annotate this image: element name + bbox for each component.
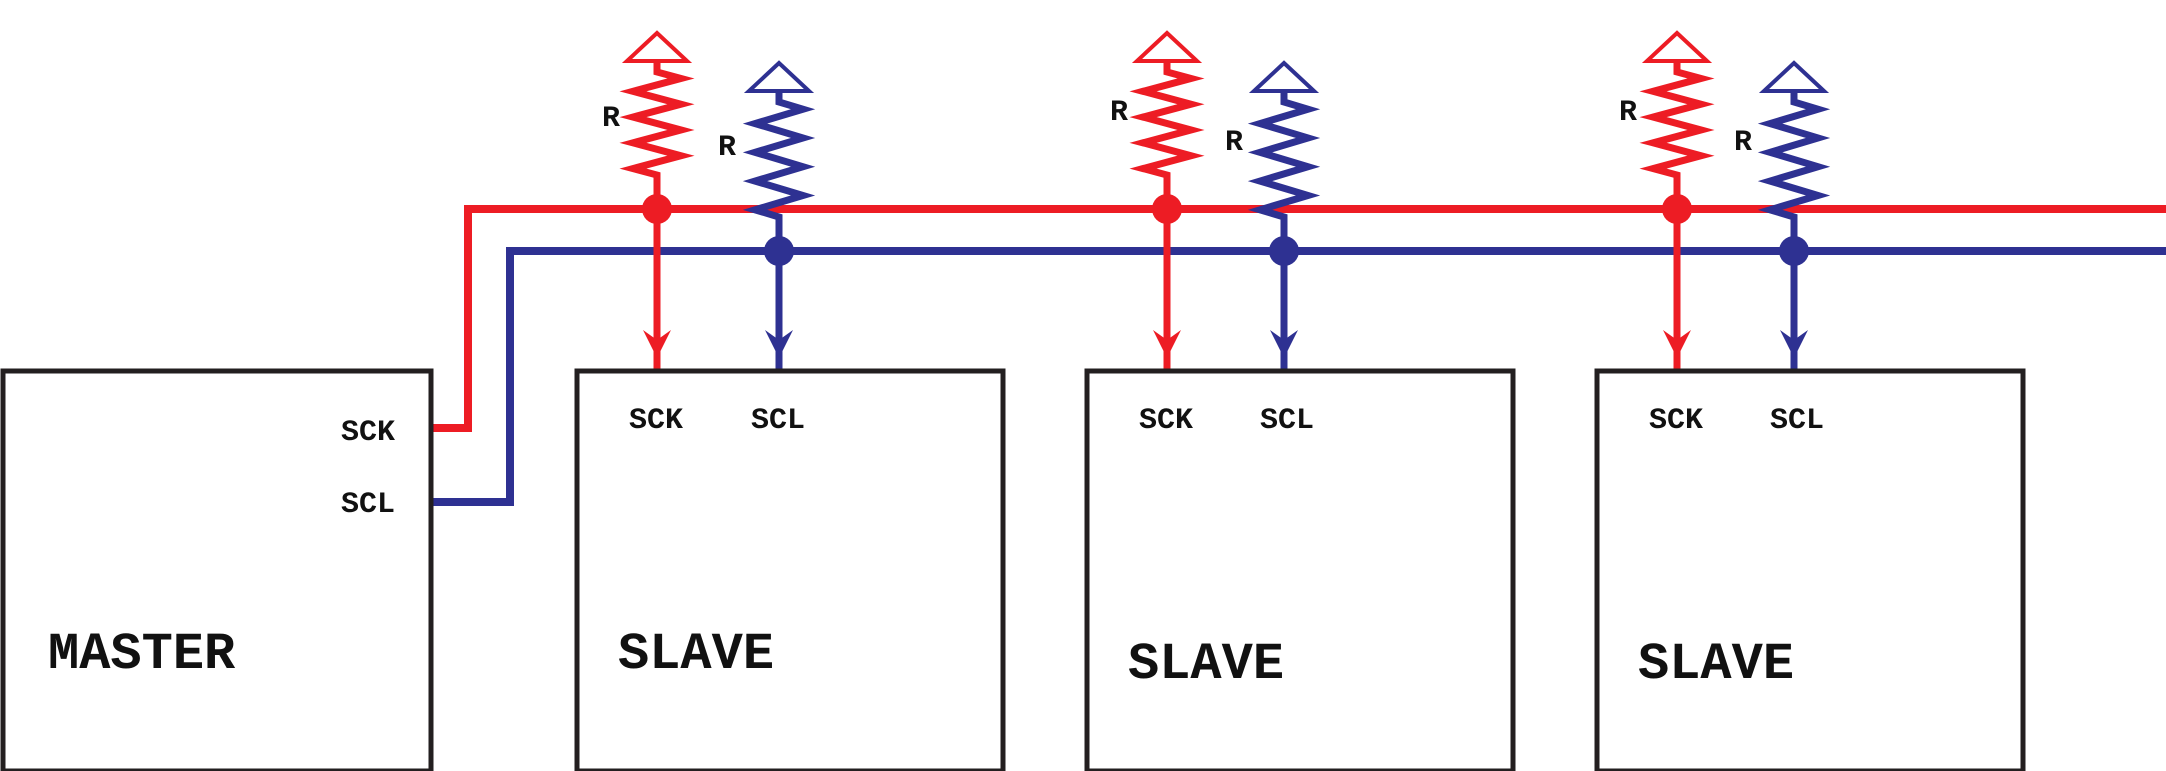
slave-scl-label: SCL <box>1260 404 1314 438</box>
sck-supply-arrow-icon <box>1131 30 1203 63</box>
scl-pullup-resistor <box>1757 92 1831 251</box>
slave-scl-label: SCL <box>751 404 805 438</box>
master-title: MASTER <box>48 625 236 684</box>
slave-title: SLAVE <box>1128 635 1284 694</box>
scl-supply-arrow-icon <box>1758 60 1830 93</box>
slave-title: SLAVE <box>1638 635 1794 694</box>
master-sck-label: SCK <box>341 416 395 450</box>
resistor-label: R <box>1619 96 1637 130</box>
sck-supply-arrow-icon <box>621 30 693 63</box>
scl-arrowhead-icon <box>765 330 793 358</box>
scl-pullup-resistor <box>742 92 816 251</box>
scl-arrowhead-icon <box>1780 330 1808 358</box>
slave-scl-label: SCL <box>1770 404 1824 438</box>
scl-supply-arrow-icon <box>743 60 815 93</box>
sck-arrowhead-icon <box>1663 330 1691 358</box>
scl-arrowhead-icon <box>1270 330 1298 358</box>
slave-device: SCK SCL SLAVE <box>1084 368 1516 771</box>
resistor-label: R <box>602 102 620 136</box>
sck-bus-line <box>433 205 2166 432</box>
scl-pullup-resistor <box>1247 92 1321 251</box>
master-device: SCK SCL MASTER <box>0 368 434 771</box>
slave-sck-label: SCK <box>1649 404 1703 438</box>
resistor-label: R <box>1225 126 1243 160</box>
scl-bus-line <box>433 247 2166 506</box>
slave-device: SCK SCL SLAVE <box>1594 368 2026 771</box>
resistor-label: R <box>718 131 736 165</box>
sck-supply-arrow-icon <box>1641 30 1713 63</box>
slave-device: SCK SCL SLAVE <box>574 368 1006 771</box>
resistor-label: R <box>1734 126 1752 160</box>
slave-box <box>1084 368 1516 771</box>
sck-arrowhead-icon <box>1153 330 1181 358</box>
slave-box <box>1594 368 2026 771</box>
slave-title: SLAVE <box>618 625 774 684</box>
sck-pullup-resistor <box>619 62 695 209</box>
master-scl-label: SCL <box>341 488 395 522</box>
resistor-label: R <box>1110 96 1128 130</box>
scl-supply-arrow-icon <box>1248 60 1320 93</box>
slave-sck-label: SCK <box>629 404 683 438</box>
slave-box <box>574 368 1006 771</box>
sck-pullup-resistor <box>1129 62 1205 209</box>
sck-pullup-resistor <box>1639 62 1715 209</box>
master-box <box>0 368 434 771</box>
sck-arrowhead-icon <box>643 330 671 358</box>
slave-sck-label: SCK <box>1139 404 1193 438</box>
